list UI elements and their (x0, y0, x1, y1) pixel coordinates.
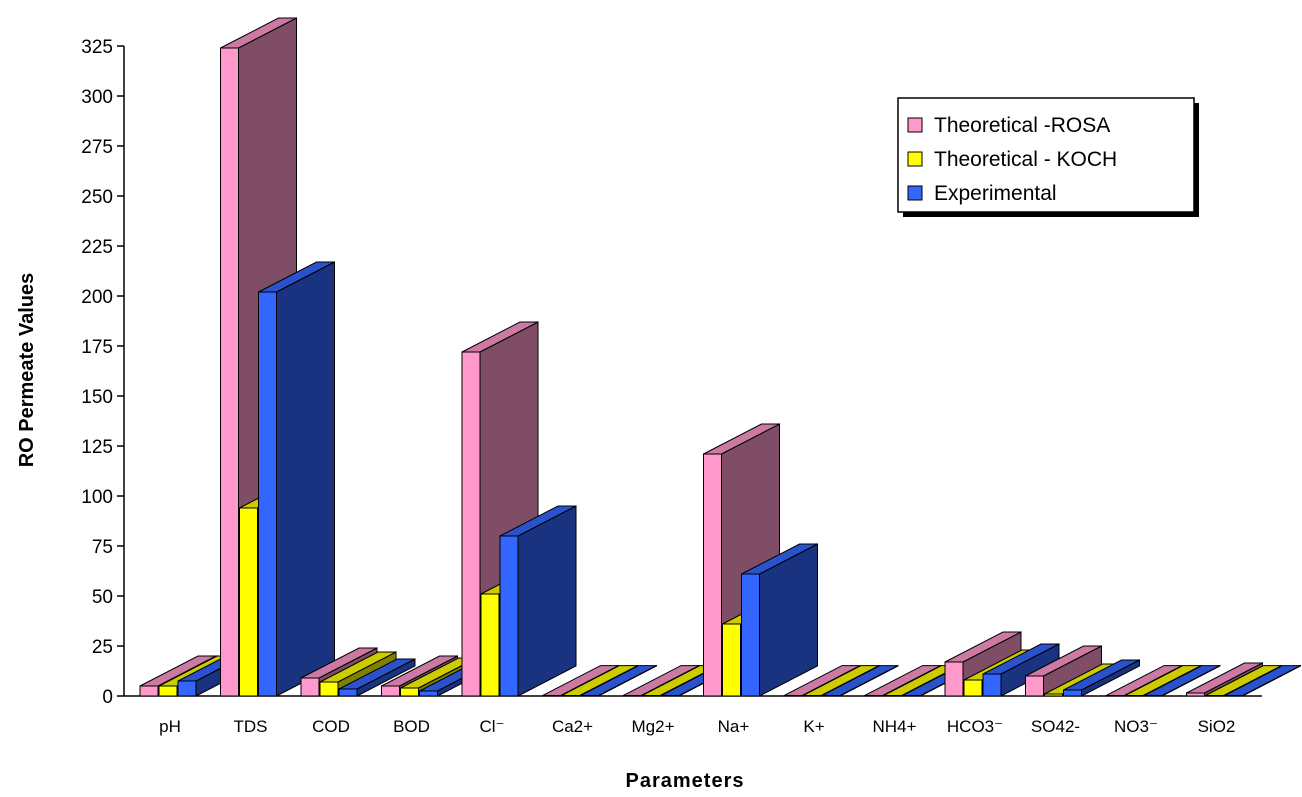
x-tick-label: Mg2+ (632, 717, 675, 736)
bar-side (276, 261, 335, 697)
category-group (783, 664, 899, 697)
bar-front (258, 291, 277, 697)
bar (338, 658, 416, 697)
bar (1224, 664, 1301, 697)
legend-item: Experimental (907, 182, 1057, 205)
y-tick-label: 325 (81, 37, 113, 58)
x-tick-label: Ca2+ (552, 717, 593, 736)
category-group (1186, 662, 1301, 697)
y-tick-label: 200 (81, 287, 113, 308)
x-tick-label: SO42- (1031, 717, 1080, 736)
legend-swatch (907, 117, 923, 133)
category-group (1025, 645, 1140, 697)
legend-item: Theoretical - KOCH (907, 148, 1117, 171)
legend-label: Theoretical - KOCH (934, 148, 1117, 171)
bar-front (1044, 693, 1063, 697)
x-axis-title: Parameters (626, 770, 745, 792)
x-tick-label: HCO3⁻ (947, 717, 1003, 736)
x-tick-label: Na+ (718, 717, 750, 736)
y-tick-label: 250 (81, 187, 113, 208)
bar (1143, 664, 1221, 697)
bar-front (139, 685, 159, 697)
category-group (220, 17, 335, 697)
bar-front (158, 685, 178, 697)
bar-front (220, 47, 239, 697)
legend-swatch (907, 185, 923, 201)
bar (1063, 659, 1140, 697)
y-tick-label: 75 (92, 537, 113, 558)
y-axis-title: RO Permeate Values (16, 273, 38, 468)
bar (580, 664, 657, 697)
bar (741, 543, 818, 697)
y-tick-label: 25 (92, 637, 113, 658)
bar-front (1063, 689, 1082, 697)
x-tick-label: Cl⁻ (479, 717, 504, 736)
category-labels: pH TDS COD BOD Cl⁻ Ca2+ Mg2+ Na+ K+ NH4+ HCO3⁻ SO42… (159, 717, 1235, 736)
x-tick-label: BOD (393, 717, 430, 736)
bar-front (177, 680, 197, 697)
bar-front (381, 685, 400, 697)
category-group (542, 664, 657, 697)
x-tick-label: NH4+ (873, 717, 917, 736)
bar-front (741, 573, 760, 697)
bar-front (319, 681, 339, 697)
bar-front (722, 623, 741, 697)
bar (258, 261, 335, 697)
bar-front (300, 677, 320, 697)
legend-label: Theoretical -ROSA (934, 114, 1110, 137)
category-group (703, 423, 818, 697)
bar-front (1025, 675, 1044, 697)
bar-front (338, 688, 358, 697)
category-group (461, 321, 577, 697)
category-group (944, 631, 1060, 697)
x-tick-label: SiO2 (1198, 717, 1236, 736)
category-group (1105, 664, 1221, 697)
bar-front (963, 679, 983, 697)
bar-side (517, 505, 577, 697)
y-tick-label: 300 (81, 87, 113, 108)
bar-front (982, 673, 1002, 697)
x-tick-label: NO3⁻ (1114, 717, 1158, 736)
legend-box (897, 97, 1195, 213)
bar-front (461, 351, 481, 697)
bar (499, 505, 577, 697)
bar-front (239, 507, 258, 697)
bar (1186, 662, 1263, 697)
y-tick-label: 125 (81, 437, 113, 458)
category-group (300, 647, 416, 697)
y-tick-label: 150 (81, 387, 113, 408)
y-tick-label: 275 (81, 137, 113, 158)
bar-front (499, 535, 519, 697)
y-tick-label: 225 (81, 237, 113, 258)
axes: 0 25 50 75 100 125 150 175 200 225 250 275 300 325 (81, 37, 1262, 708)
y-tick-label: 50 (92, 587, 113, 608)
x-tick-label: pH (159, 717, 181, 736)
x-tick-label: K+ (803, 717, 824, 736)
bars (139, 17, 1301, 697)
bar-front (419, 690, 438, 697)
legend-label: Experimental (934, 182, 1057, 205)
bar-front (400, 687, 419, 697)
y-tick-label: 0 (102, 687, 113, 708)
bar-front (703, 453, 722, 697)
bar-front (944, 661, 964, 697)
y-tick-label: 100 (81, 487, 113, 508)
y-tick-label: 175 (81, 337, 113, 358)
x-tick-label: COD (312, 717, 350, 736)
legend: Theoretical -ROSA Theoretical - KOCH Exper… (897, 97, 1199, 217)
bar (821, 664, 899, 697)
bar (982, 643, 1060, 697)
bar-front (480, 593, 500, 697)
legend-item: Theoretical -ROSA (907, 114, 1110, 137)
bar (1025, 645, 1102, 697)
bar-front (1186, 692, 1205, 697)
legend-swatch (907, 151, 923, 167)
x-tick-label: TDS (234, 717, 268, 736)
